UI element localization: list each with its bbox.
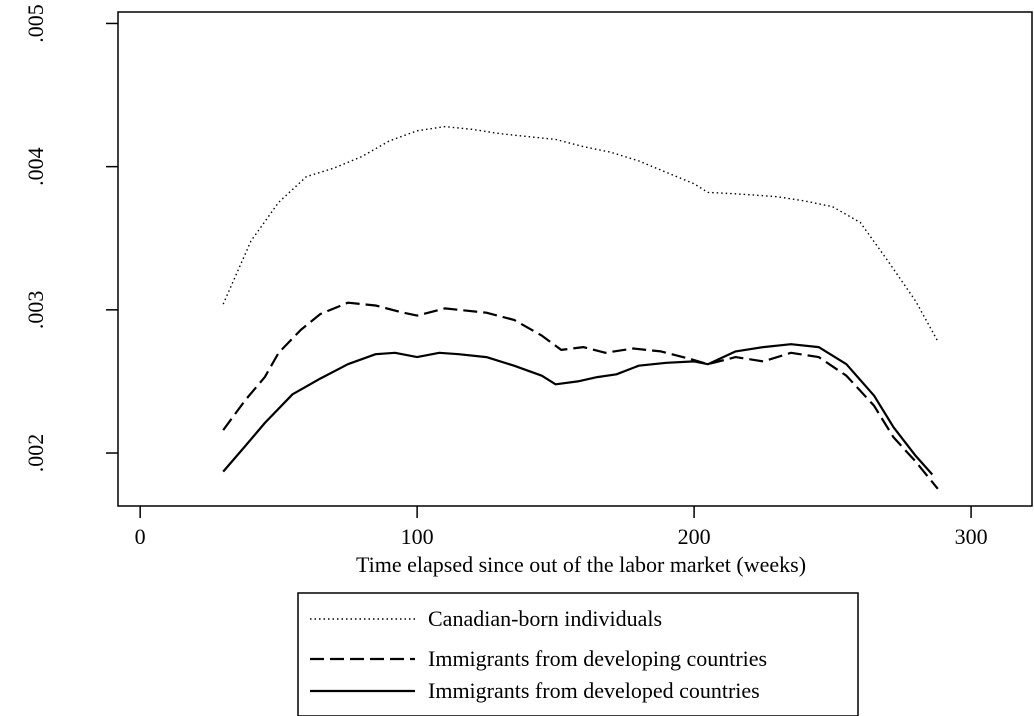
legend-box	[297, 592, 859, 716]
x-tick-label: 300	[955, 524, 988, 549]
y-axis: .002 .003 .004 .005	[23, 4, 118, 472]
plot-frame	[117, 11, 1033, 507]
x-tick-label: 100	[401, 524, 434, 549]
x-axis: 0 100 200 300	[135, 506, 988, 549]
series-lines	[222, 125, 939, 490]
y-tick-label: .004	[23, 147, 48, 186]
legend-label-canadian-born: Canadian-born individuals	[428, 606, 662, 631]
x-tick-label: 200	[678, 524, 711, 549]
legend-label-developing: Immigrants from developing countries	[428, 646, 767, 671]
legend-label-developed: Immigrants from developed countries	[428, 678, 760, 703]
y-tick-label: .002	[23, 434, 48, 473]
series-line-1	[222, 301, 939, 490]
y-tick-label: .003	[23, 291, 48, 330]
x-tick-label: 0	[135, 524, 146, 549]
series-line-2	[222, 343, 934, 476]
y-tick-label: .005	[23, 4, 48, 43]
x-axis-label: Time elapsed since out of the labor mark…	[356, 552, 806, 577]
legend: Canadian-born individuals Immigrants fro…	[297, 592, 859, 716]
